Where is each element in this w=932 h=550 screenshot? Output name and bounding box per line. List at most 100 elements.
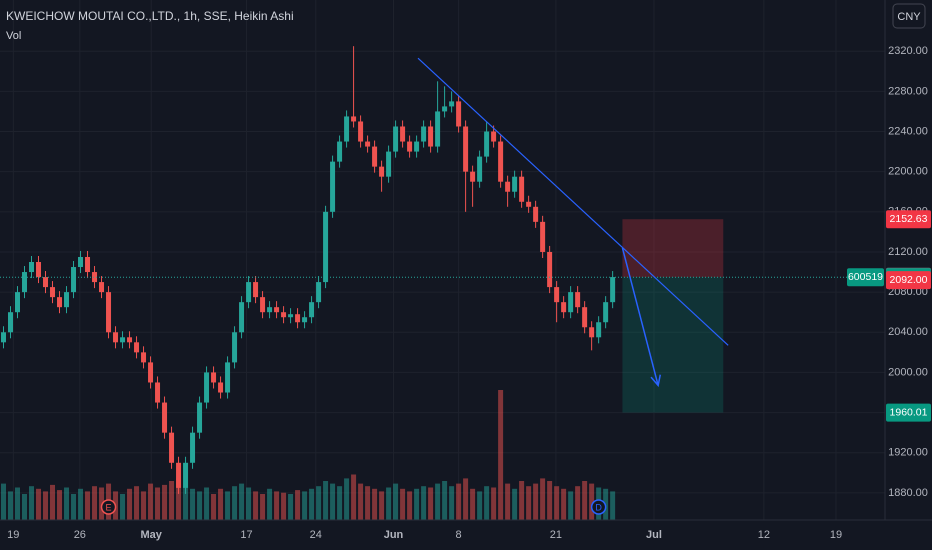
volume-label: Vol bbox=[6, 30, 21, 42]
volume-bar bbox=[22, 494, 28, 520]
candle-body bbox=[407, 141, 413, 152]
volume-bar bbox=[127, 488, 133, 520]
candle-body bbox=[449, 101, 455, 107]
price-label: 1960.01 bbox=[890, 406, 928, 418]
symbol-code: 600519 bbox=[848, 271, 883, 283]
candle-body bbox=[253, 282, 259, 298]
volume-bar bbox=[344, 478, 350, 520]
price-label-box bbox=[886, 403, 931, 422]
candle-body bbox=[78, 256, 84, 268]
candle-body bbox=[246, 282, 252, 303]
candle-body bbox=[155, 382, 161, 403]
candle-body bbox=[358, 121, 364, 142]
chart-title: KWEICHOW MOUTAI CO.,LTD., 1h, SSE, Heiki… bbox=[6, 9, 294, 23]
candle-body bbox=[99, 282, 105, 293]
volume-bar bbox=[505, 483, 511, 520]
volume-bar bbox=[225, 491, 231, 520]
volume-bar bbox=[71, 494, 77, 520]
candle-body bbox=[519, 176, 525, 202]
volume-bar bbox=[337, 486, 343, 520]
volume-bar bbox=[421, 486, 427, 520]
candle-body bbox=[302, 317, 308, 323]
volume-bar bbox=[281, 492, 287, 520]
candle-body bbox=[183, 462, 189, 488]
candle-body bbox=[162, 402, 168, 433]
currency-button[interactable] bbox=[892, 3, 926, 29]
candle-body bbox=[533, 206, 539, 222]
volume-bar bbox=[526, 486, 532, 520]
candle-body bbox=[470, 171, 476, 182]
candle-body bbox=[582, 307, 588, 328]
candle-body bbox=[610, 277, 616, 303]
volume-bar bbox=[379, 491, 385, 520]
volume-bar bbox=[533, 483, 539, 520]
candle-body bbox=[484, 131, 490, 157]
volume-bar bbox=[239, 483, 245, 520]
candle-body bbox=[8, 312, 14, 333]
volume-bar bbox=[43, 491, 49, 520]
candle-body bbox=[386, 151, 392, 177]
volume-bar bbox=[428, 487, 434, 520]
volume-bar bbox=[435, 483, 441, 520]
volume-bar bbox=[169, 481, 175, 520]
volume-bar bbox=[316, 486, 322, 520]
volume-bar bbox=[365, 486, 371, 520]
volume-bar bbox=[253, 491, 259, 520]
volume-bar bbox=[78, 488, 84, 520]
volume-bar bbox=[456, 483, 462, 520]
x-tick-label: 8 bbox=[456, 529, 462, 541]
x-tick-label: 24 bbox=[310, 529, 322, 541]
candle-body bbox=[589, 327, 595, 338]
volume-bar bbox=[491, 487, 497, 520]
volume-bar bbox=[512, 488, 518, 520]
volume-bar bbox=[8, 491, 14, 520]
candle-body bbox=[316, 282, 322, 303]
candle-body bbox=[414, 141, 420, 152]
price-label-box bbox=[886, 210, 931, 229]
candle-body bbox=[204, 372, 210, 403]
candle-body bbox=[344, 116, 350, 142]
candle-body bbox=[169, 432, 175, 463]
volume-bar bbox=[561, 488, 567, 520]
y-tick-label: 1880.00 bbox=[888, 487, 928, 499]
axis-layer: 1880.001920.001960.002000.002040.002080.… bbox=[7, 45, 931, 541]
y-tick-label: 1920.00 bbox=[888, 447, 928, 459]
volume-bar bbox=[414, 488, 420, 520]
candle-body bbox=[92, 272, 98, 283]
candle-body bbox=[232, 332, 238, 363]
volume-bar bbox=[148, 483, 154, 520]
y-tick-label: 2320.00 bbox=[888, 45, 928, 57]
candle-body bbox=[372, 146, 378, 167]
target-zone bbox=[622, 277, 724, 413]
volume-bar bbox=[120, 494, 126, 520]
candle-body bbox=[365, 141, 371, 147]
candle-body bbox=[148, 362, 154, 383]
volume-bar bbox=[36, 488, 42, 520]
candle-body bbox=[309, 302, 315, 318]
volume-bar bbox=[288, 494, 294, 520]
candle-body bbox=[239, 302, 245, 333]
candle-body bbox=[428, 126, 434, 147]
candle-body bbox=[260, 297, 266, 313]
currency[interactable]: CNY bbox=[897, 11, 921, 23]
candle-body bbox=[603, 302, 609, 323]
volume-bar bbox=[141, 491, 147, 520]
candle-body bbox=[267, 307, 273, 313]
volume-bar bbox=[260, 494, 266, 520]
volume-bar bbox=[64, 487, 70, 520]
symbol-badge bbox=[847, 268, 884, 287]
candle-body bbox=[71, 267, 77, 293]
volume-bar bbox=[85, 491, 91, 520]
volume-bar bbox=[519, 481, 525, 520]
volume-bar bbox=[554, 486, 560, 520]
candle-body bbox=[85, 256, 91, 273]
candle-body bbox=[400, 126, 406, 142]
volume-bar bbox=[267, 488, 273, 520]
volume-bar bbox=[232, 486, 238, 520]
arrow-head bbox=[650, 374, 662, 388]
candle-body bbox=[498, 141, 504, 182]
candle-body bbox=[540, 221, 546, 252]
volume-bar bbox=[155, 487, 161, 520]
